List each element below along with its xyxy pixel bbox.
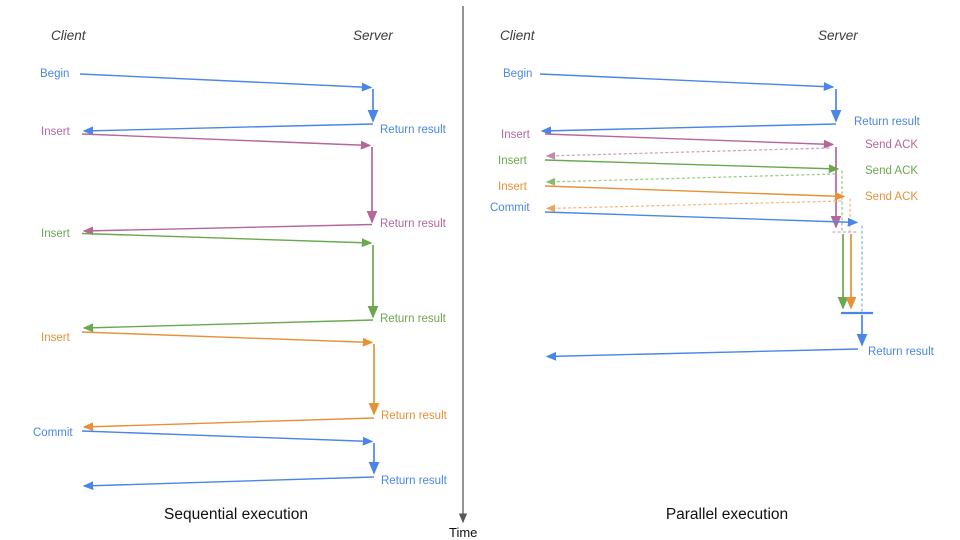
- seq-msg-begin: Begin Return result: [40, 68, 447, 136]
- seq-msg-insert-3: Insert Return result: [41, 331, 448, 432]
- time-axis: Time: [449, 6, 477, 540]
- seq-begin-return-line: [82, 123, 374, 136]
- seq-insert1-return-line: [82, 223, 373, 236]
- par-insert1-label: Insert: [501, 129, 531, 141]
- parallel-panel: Client Server Begin Return result Insert…: [490, 28, 935, 523]
- seq-begin-label: Begin: [40, 68, 69, 80]
- seq-insert2-return-label: Return result: [380, 313, 447, 325]
- par-client-header: Client: [500, 28, 536, 43]
- par-insert2-ack-line: [545, 173, 836, 186]
- seq-msg-insert-2: Insert Return result: [41, 228, 447, 333]
- seq-insert1-request-line: [81, 133, 372, 150]
- par-insert2-request-line: [544, 159, 840, 174]
- par-insert3-ack-label: Send ACK: [865, 191, 918, 203]
- par-msg-begin: Begin Return result: [503, 68, 921, 136]
- par-insert3-request-line: [544, 185, 846, 201]
- par-insert1-ack-line: [545, 147, 830, 160]
- par-insert1-request-line: [544, 133, 835, 149]
- time-axis-label: Time: [449, 525, 477, 540]
- par-begin-request-line: [539, 73, 835, 92]
- par-commit-request-line: [544, 211, 859, 227]
- par-server-header: Server: [818, 28, 858, 43]
- par-msg-insert-3: Insert Send ACK: [498, 181, 918, 310]
- seq-commit-return-label: Return result: [381, 475, 448, 487]
- seq-commit-label: Commit: [33, 427, 73, 439]
- seq-msg-commit: Commit Return result: [33, 427, 448, 491]
- par-begin-label: Begin: [503, 68, 532, 80]
- par-msg-insert-2: Insert Send ACK: [498, 155, 918, 310]
- seq-insert2-label: Insert: [41, 228, 71, 240]
- seq-insert2-request-line: [81, 232, 373, 248]
- seq-begin-return-label: Return result: [380, 124, 447, 136]
- par-insert2-label: Insert: [498, 155, 528, 167]
- par-insert1-ack-label: Send ACK: [865, 139, 918, 151]
- seq-client-header: Client: [51, 28, 87, 43]
- seq-insert3-label: Insert: [41, 332, 71, 344]
- seq-insert3-return-label: Return result: [381, 410, 448, 422]
- sequential-title: Sequential execution: [164, 506, 308, 523]
- seq-insert2-return-line: [82, 319, 374, 333]
- seq-msg-insert-1: Insert Return result: [41, 126, 447, 236]
- par-msg-insert-1: Insert Send ACK: [501, 129, 918, 229]
- seq-begin-request-line: [79, 73, 373, 92]
- par-begin-return-label: Return result: [854, 116, 921, 128]
- seq-server-header: Server: [353, 28, 393, 43]
- par-msg-commit: Commit Return result: [490, 202, 935, 361]
- seq-commit-return-line: [82, 476, 375, 491]
- seq-insert1-return-label: Return result: [380, 218, 447, 230]
- par-final-return-line: [545, 348, 859, 361]
- seq-commit-request-line: [81, 430, 374, 446]
- par-final-return-label: Return result: [868, 346, 935, 358]
- par-commit-label: Commit: [490, 202, 530, 214]
- par-insert2-ack-label: Send ACK: [865, 165, 918, 177]
- seq-insert3-request-line: [81, 331, 374, 347]
- sequential-panel: Client Server Begin Return result Insert…: [33, 28, 448, 523]
- par-insert3-ack-line: [545, 200, 842, 213]
- seq-insert1-label: Insert: [41, 126, 71, 138]
- par-insert3-label: Insert: [498, 181, 528, 193]
- par-begin-return-line: [540, 123, 837, 136]
- seq-insert3-return-line: [82, 417, 375, 432]
- parallel-title: Parallel execution: [666, 506, 788, 523]
